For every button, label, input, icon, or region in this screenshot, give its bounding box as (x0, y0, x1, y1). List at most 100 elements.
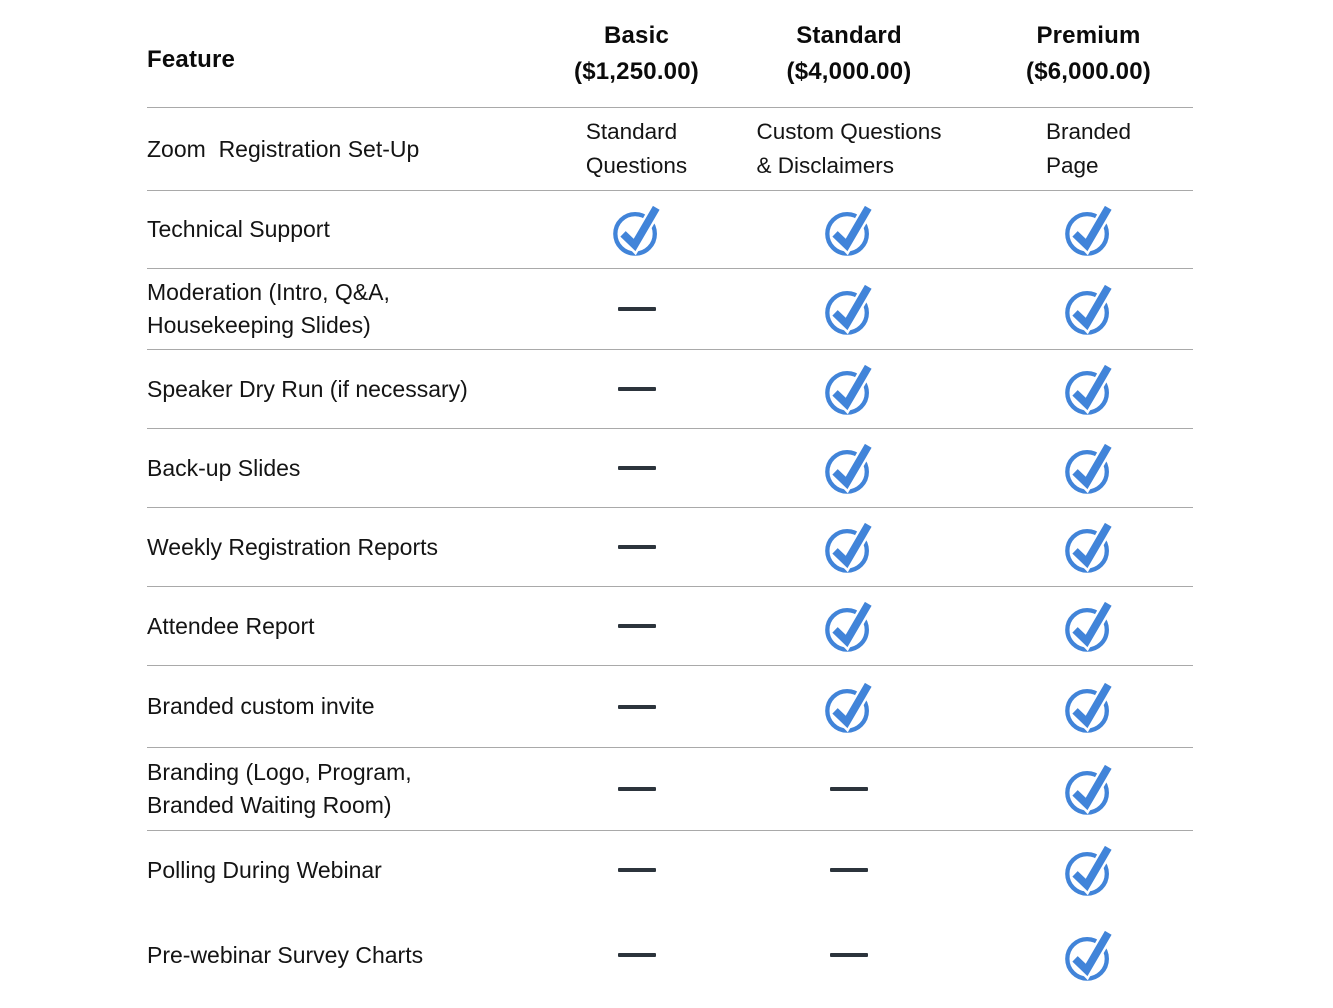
check-circle-icon (1064, 763, 1114, 815)
plan-value-premium (984, 191, 1193, 268)
check-circle-icon (825, 681, 874, 733)
feature-label: Polling During Webinar (147, 856, 382, 883)
check-circle-icon (825, 283, 874, 335)
plan-value-standard (714, 191, 984, 268)
plan-name: Basic (603, 21, 670, 49)
table-row: Weekly Registration Reports (147, 508, 1193, 587)
plan-value-basic: Standard Questions (559, 108, 714, 190)
feature-label: Zoom Registration Set-Up (147, 135, 420, 162)
feature-column-header: Feature (147, 45, 236, 73)
feature-label: Speaker Dry Run (if necessary) (147, 375, 468, 402)
plan-value-basic (559, 429, 714, 507)
dash-mark (830, 953, 868, 957)
check-circle-icon (1064, 442, 1114, 494)
plan-value-premium (984, 909, 1193, 1001)
dash-mark (617, 545, 656, 549)
plan-text-value: Custom Questions & Disclaimers (756, 119, 942, 178)
feature-label: Branded custom invite (147, 693, 375, 719)
plan-value-basic (559, 269, 714, 349)
feature-label: Moderation (Intro, Q&A, Housekeeping Sli… (147, 279, 390, 338)
plan-value-standard (714, 748, 984, 830)
dash-mark (617, 307, 656, 311)
feature-label: Pre-webinar Survey Charts (147, 941, 424, 968)
plan-price: ($6,000.00) (1026, 57, 1151, 85)
plan-value-basic (559, 748, 714, 830)
plan-value-premium (984, 269, 1193, 349)
check-circle-icon (825, 442, 874, 494)
plan-value-premium (984, 350, 1193, 428)
plan-name: Standard (796, 21, 902, 49)
table-row: Zoom Registration Set-Up Standard Questio… (147, 108, 1193, 191)
table-row: Pre-webinar Survey Charts (147, 909, 1193, 1001)
dash-mark (617, 704, 656, 709)
plan-price: ($4,000.00) (786, 57, 912, 85)
plan-text-value: Standard Questions (585, 119, 688, 178)
plan-value-premium (984, 831, 1193, 909)
dash-mark (617, 387, 656, 391)
plan-value-basic (559, 350, 714, 428)
check-circle-icon (1064, 681, 1114, 733)
dash-mark (830, 868, 868, 872)
table-header-row: Feature Basic ($1,250.00) Standard ($4,0… (147, 0, 1193, 108)
pricing-comparison-table: Feature Basic ($1,250.00) Standard ($4,0… (147, 0, 1193, 1001)
plan-value-basic (559, 508, 714, 586)
dash-mark (617, 787, 656, 791)
table-row: Back-up Slides (147, 429, 1193, 508)
table-row: Attendee Report (147, 587, 1193, 666)
plan-name: Premium (1036, 21, 1141, 49)
dash-mark (830, 787, 868, 791)
plan-value-basic (559, 909, 714, 1001)
table-row: Branding (Logo, Program, Branded Waiting… (147, 748, 1193, 831)
plan-value-standard (714, 508, 984, 586)
plan-value-standard (714, 831, 984, 909)
check-circle-icon (825, 600, 874, 652)
feature-label: Branding (Logo, Program, Branded Waiting… (147, 759, 412, 818)
plan-value-basic (559, 191, 714, 268)
table-row: Speaker Dry Run (if necessary) (147, 350, 1193, 429)
check-circle-icon (825, 521, 874, 573)
table-row: Technical Support (147, 191, 1193, 269)
feature-label: Weekly Registration Reports (147, 533, 439, 560)
plan-value-standard (714, 587, 984, 665)
plan-value-premium (984, 587, 1193, 665)
plan-value-basic (559, 666, 714, 747)
check-circle-icon (1064, 600, 1114, 652)
plan-value-premium: Branded Page (984, 108, 1193, 190)
dash-mark (617, 953, 656, 957)
table-row: Polling During Webinar (147, 831, 1193, 909)
check-circle-icon (612, 204, 662, 256)
plan-value-basic (559, 831, 714, 909)
check-circle-icon (1064, 363, 1114, 415)
check-circle-icon (1064, 844, 1114, 896)
plan-value-standard (714, 666, 984, 747)
plan-value-standard (714, 269, 984, 349)
check-circle-icon (825, 363, 874, 415)
check-circle-icon (1064, 283, 1114, 335)
plan-value-basic (559, 587, 714, 665)
check-circle-icon (825, 204, 874, 256)
plan-text-value: Branded Page (1045, 119, 1132, 178)
plan-header-premium: Premium ($6,000.00) (984, 18, 1193, 90)
plan-header-basic: Basic ($1,250.00) (559, 18, 714, 90)
dash-mark (617, 868, 656, 872)
plan-value-premium (984, 748, 1193, 830)
plan-value-standard: Custom Questions & Disclaimers (714, 108, 984, 190)
plan-value-standard (714, 429, 984, 507)
plan-value-standard (714, 909, 984, 1001)
plan-value-premium (984, 666, 1193, 747)
plan-value-premium (984, 508, 1193, 586)
table-row: Moderation (Intro, Q&A, Housekeeping Sli… (147, 269, 1193, 350)
check-circle-icon (1064, 521, 1114, 573)
check-circle-icon (1064, 204, 1114, 256)
feature-label: Back-up Slides (147, 454, 301, 481)
check-circle-icon (1064, 929, 1114, 981)
plan-price: ($1,250.00) (574, 57, 699, 85)
plan-value-standard (714, 350, 984, 428)
plan-header-standard: Standard ($4,000.00) (714, 18, 984, 90)
feature-label: Attendee Report (147, 612, 315, 639)
plan-value-premium (984, 429, 1193, 507)
dash-mark (617, 466, 656, 470)
feature-label: Technical Support (147, 216, 330, 242)
table-body: Zoom Registration Set-Up Standard Questio… (147, 108, 1193, 1001)
dash-mark (617, 624, 656, 628)
